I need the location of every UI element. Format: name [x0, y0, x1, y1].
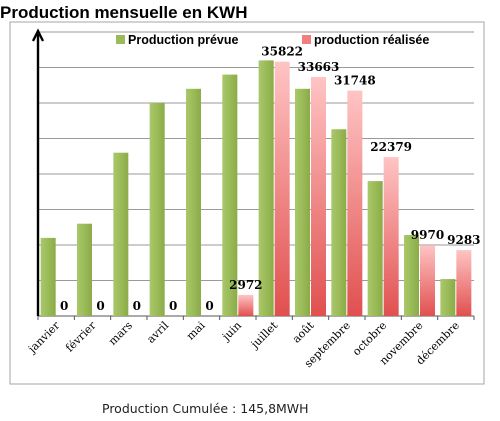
data-label-9: 22379	[370, 140, 412, 154]
bar-prevue-7	[295, 88, 310, 316]
data-label-6: 35822	[261, 45, 303, 59]
bar-prevue-2	[113, 152, 129, 316]
bar-prevue-4	[186, 88, 201, 316]
gridlines	[38, 31, 474, 281]
x-tick-label-2: mars	[106, 319, 135, 348]
data-label-2: 0	[133, 299, 141, 313]
y-axis-arrow	[31, 28, 45, 42]
bar-prevue-6	[258, 60, 274, 317]
bar-realisee-6	[274, 61, 290, 316]
bar-realisee-10	[420, 245, 435, 316]
legend-label-realisee: production réalisée	[314, 33, 429, 47]
x-tick-label-4: mai	[184, 319, 208, 343]
data-label-11: 9283	[447, 233, 480, 247]
bars	[40, 60, 472, 317]
bar-prevue-5	[222, 74, 238, 316]
legend-swatch-prevue	[116, 35, 125, 44]
bar-prevue-11	[440, 279, 456, 316]
data-label-5: 2972	[229, 278, 262, 292]
x-tick-label-0: janvier	[24, 318, 62, 356]
x-tick-labels: janvier février mars avril mai juin juillet aoû…	[24, 318, 462, 370]
data-label-0: 0	[60, 299, 68, 313]
x-tick-label-5: juin	[218, 319, 244, 345]
bar-prevue-9	[367, 181, 383, 316]
chart-title: Production mensuelle en KWH	[0, 3, 247, 22]
bar-prevue-0	[40, 237, 56, 316]
data-label-4: 0	[205, 299, 213, 313]
data-label-10: 9970	[411, 228, 444, 242]
data-label-8: 31748	[334, 74, 376, 88]
cumulative-caption: Production Cumulée : 145,8MWH	[102, 401, 309, 416]
bar-prevue-1	[77, 223, 92, 316]
bar-realisee-11	[456, 250, 472, 316]
x-tick-label-7: août	[290, 319, 317, 346]
x-tick-label-1: février	[63, 318, 99, 354]
data-label-3: 0	[169, 299, 177, 313]
bar-realisee-9	[383, 157, 399, 316]
x-tick-label-3: avril	[144, 319, 171, 346]
bar-realisee-7	[311, 76, 326, 316]
axes	[31, 28, 475, 320]
bar-realisee-5	[238, 294, 254, 316]
legend-swatch-realisee	[302, 35, 311, 44]
bar-prevue-3	[149, 103, 165, 316]
data-label-1: 0	[96, 299, 104, 313]
bar-realisee-8	[347, 90, 363, 316]
legend: Production prévue production réalisée	[116, 33, 429, 47]
data-label-7: 33663	[298, 60, 340, 74]
bar-prevue-8	[331, 129, 347, 316]
bar-prevue-10	[404, 235, 419, 316]
x-tick-label-6: juillet	[247, 319, 281, 353]
chart-border	[9, 21, 485, 385]
legend-label-prevue: Production prévue	[128, 33, 238, 47]
